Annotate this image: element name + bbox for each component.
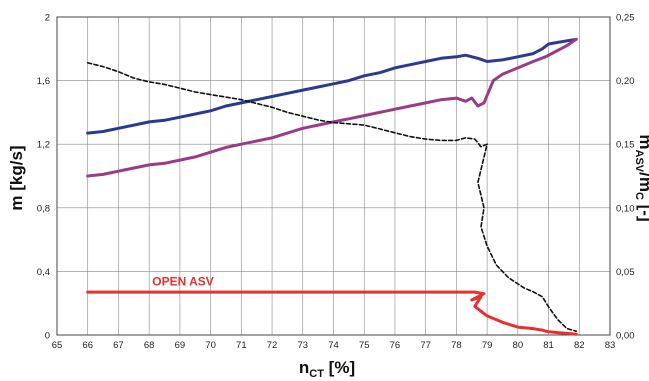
- x-axis-label-unit: [%]: [324, 358, 355, 377]
- x-axis-ticks: 65 66 67 68 69 70 71 72 73 74 75 76 77 78 79 80 81 82 83: [52, 340, 616, 351]
- y2-tick-label: 0,05: [616, 267, 635, 278]
- y2-tick-label: 0,25: [616, 13, 635, 24]
- x-tick-label: 82: [574, 340, 585, 351]
- x-tick-label: 66: [82, 340, 93, 351]
- y2-axis-label-mid: /m: [636, 172, 649, 192]
- x-tick-label: 75: [359, 340, 370, 351]
- annotation-open-asv: OPEN ASV: [152, 275, 214, 289]
- y-tick-label: 1,2: [37, 140, 50, 151]
- y2-axis-label: mASV/mC [-]: [633, 134, 649, 221]
- y2-axis-label-sub1: ASV: [633, 149, 645, 172]
- y2-tick-label: 0,10: [616, 203, 635, 214]
- y2-axis-label-main: m: [636, 134, 649, 149]
- x-tick-label: 76: [390, 340, 401, 351]
- series-line-0: [86, 37, 578, 135]
- x-tick-label: 70: [205, 340, 216, 351]
- x-axis-label: nCT [%]: [299, 358, 355, 380]
- series-layer: [86, 37, 578, 336]
- y-axis-label: m [kg/s]: [7, 145, 26, 210]
- y2-tick-label: 0,20: [616, 76, 635, 87]
- x-tick-label: 67: [113, 340, 124, 351]
- y-tick-label: 1,6: [37, 76, 50, 87]
- x-tick-label: 71: [236, 340, 247, 351]
- x-tick-label: 72: [267, 340, 278, 351]
- series-line-1: [86, 37, 578, 178]
- x-tick-label: 68: [144, 340, 155, 351]
- x-tick-label: 65: [52, 340, 63, 351]
- x-tick-label: 80: [513, 340, 524, 351]
- x-tick-label: 69: [175, 340, 186, 351]
- x-axis-label-sub: CT: [309, 368, 324, 380]
- plot-frame: [56, 16, 611, 336]
- x-tick-label: 79: [482, 340, 493, 351]
- y2-axis-label-unit: [-]: [636, 200, 649, 222]
- x-axis-label-main: n: [299, 358, 309, 377]
- y2-tick-label: 0,00: [616, 331, 635, 342]
- x-tick-label: 78: [451, 340, 462, 351]
- y-tick-label: 0,4: [37, 267, 50, 278]
- y2-axis-ticks: 0,00 0,05 0,10 0,15 0,20 0,25: [616, 13, 635, 342]
- y2-axis-label-sub2: C: [633, 192, 645, 200]
- x-tick-label: 77: [420, 340, 431, 351]
- x-tick-label: 74: [328, 340, 339, 351]
- y-tick-label: 0,8: [37, 203, 50, 214]
- x-tick-label: 83: [605, 340, 616, 351]
- y-axis-ticks: 0 0,4 0,8 1,2 1,6 2: [37, 13, 50, 342]
- x-tick-label: 81: [543, 340, 554, 351]
- x-tick-label: 73: [297, 340, 308, 351]
- y2-tick-label: 0,15: [616, 140, 635, 151]
- series-line-2: [86, 62, 577, 332]
- y-tick-label: 2: [45, 13, 50, 24]
- y-tick-label: 0: [45, 331, 50, 342]
- series-line-3: [86, 290, 578, 336]
